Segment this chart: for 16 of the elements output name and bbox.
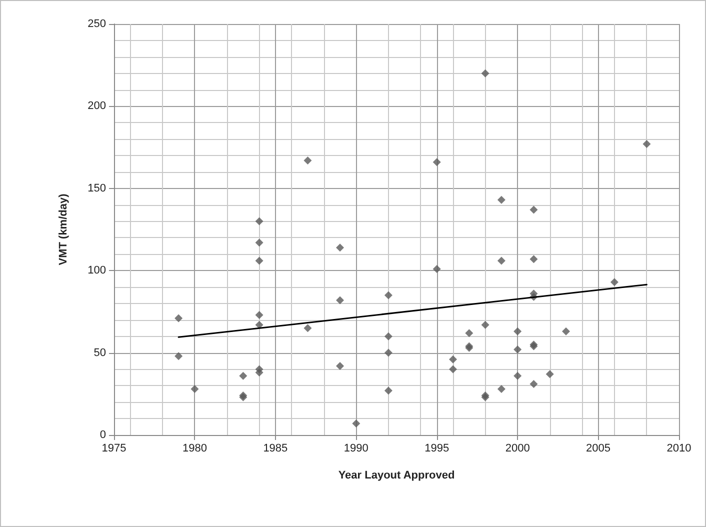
y-tick-label: 200 — [88, 100, 106, 112]
x-axis-title: Year Layout Approved — [338, 470, 455, 482]
y-tick-label: 50 — [94, 346, 106, 359]
y-tick-label: 100 — [88, 264, 106, 277]
y-axis-title: VMT (km/day) — [58, 193, 70, 266]
x-tick-label: 2005 — [586, 442, 611, 454]
x-tick-label: 1990 — [344, 442, 368, 454]
y-tick-label: 0 — [100, 429, 106, 441]
x-tick-label: 1980 — [182, 442, 207, 454]
y-tick-label: 250 — [88, 18, 106, 30]
x-tick-label: 2010 — [666, 442, 692, 454]
y-tick-label: 150 — [88, 182, 106, 194]
x-tick-label: 2000 — [505, 442, 530, 454]
x-tick-label: 1975 — [102, 442, 126, 454]
x-tick-label: 1995 — [424, 442, 450, 454]
x-tick-label: 1985 — [263, 442, 288, 454]
